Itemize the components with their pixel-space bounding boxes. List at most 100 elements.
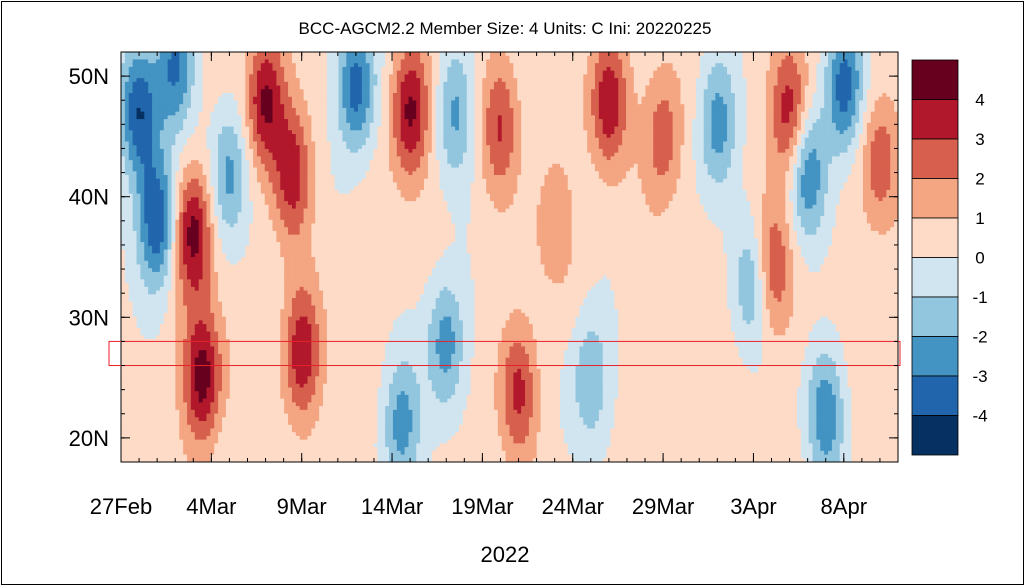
heat-cell — [124, 275, 130, 280]
heat-cell — [121, 96, 126, 102]
heat-cell — [268, 182, 274, 187]
heat-cell — [132, 413, 138, 418]
heat-cell — [288, 290, 293, 295]
heat-cell — [260, 398, 266, 403]
heat-cell — [214, 435, 219, 441]
heat-cell — [272, 126, 277, 131]
heat-cell — [202, 197, 208, 202]
heat-cell — [121, 189, 126, 195]
heat-cell — [288, 260, 293, 266]
heat-cell — [121, 409, 126, 415]
heat-cell — [225, 119, 231, 124]
heat-cell — [183, 260, 188, 266]
heat-cell — [144, 346, 149, 351]
heat-cell — [233, 186, 239, 191]
heat-cell — [280, 89, 285, 94]
heat-cell — [124, 324, 130, 329]
heat-cell — [163, 406, 169, 411]
heat-cell — [202, 78, 208, 83]
heat-cell — [222, 443, 227, 448]
heat-cell — [222, 372, 227, 377]
heat-cell — [148, 242, 153, 247]
heat-cell — [148, 458, 153, 462]
heat-cell — [264, 111, 270, 116]
heat-cell — [295, 78, 301, 83]
heat-cell — [155, 245, 161, 251]
heat-cell — [121, 201, 126, 206]
heat-cell — [225, 85, 231, 90]
heat-cell — [280, 409, 285, 415]
heat-cell — [280, 283, 285, 288]
heat-cell — [179, 432, 184, 437]
heat-cell — [245, 443, 250, 448]
heat-cell — [210, 432, 215, 437]
heat-cell — [175, 238, 180, 243]
heat-cell — [144, 111, 149, 116]
heat-cell — [190, 74, 196, 79]
heat-cell — [249, 130, 254, 135]
heat-cell — [241, 230, 246, 236]
heat-cell — [264, 96, 270, 102]
heat-cell — [171, 126, 176, 131]
heat-cell — [121, 171, 126, 176]
heat-cell — [249, 283, 254, 288]
heat-cell — [121, 70, 126, 75]
heat-cell — [148, 171, 153, 176]
heat-cell — [121, 186, 126, 191]
heat-cell — [241, 130, 246, 135]
heat-cell — [140, 387, 145, 392]
heat-cell — [245, 171, 250, 176]
heat-cell — [183, 193, 188, 198]
heat-cell — [187, 365, 192, 370]
heat-cell — [159, 59, 165, 64]
heat-cell — [175, 186, 180, 191]
heat-cell — [155, 63, 161, 68]
heat-cell — [121, 212, 126, 217]
heat-cell — [222, 376, 227, 381]
heat-cell — [288, 312, 293, 318]
heat-cell — [272, 290, 277, 295]
heat-cell — [210, 342, 215, 348]
heat-cell — [187, 175, 192, 180]
heat-cell — [218, 454, 223, 459]
heat-cell — [121, 126, 126, 131]
heat-cell — [148, 383, 153, 389]
heat-cell — [198, 301, 204, 307]
heat-cell — [144, 171, 149, 176]
heat-cell — [144, 353, 149, 359]
heat-cell — [284, 286, 289, 292]
heat-cell — [148, 428, 153, 433]
heat-cell — [276, 271, 281, 277]
heat-cell — [187, 424, 192, 430]
heat-cell — [121, 447, 126, 452]
heat-cell — [121, 286, 126, 292]
heat-cell — [218, 186, 223, 191]
heat-cell — [121, 182, 126, 187]
heat-cell — [202, 96, 208, 102]
heat-cell — [272, 391, 277, 396]
heat-cell — [187, 435, 192, 441]
heat-cell — [144, 245, 149, 251]
heat-cell — [183, 115, 188, 120]
heat-cell — [206, 327, 211, 333]
heat-cell — [159, 100, 165, 105]
heat-cell — [128, 421, 134, 426]
heat-cell — [175, 182, 180, 187]
heat-cell — [132, 96, 138, 102]
heat-cell — [268, 294, 274, 299]
heat-cell — [179, 126, 184, 131]
heat-cell — [140, 208, 145, 213]
heat-cell — [128, 268, 134, 273]
heat-cell — [253, 111, 258, 116]
heat-cell — [163, 383, 169, 389]
heat-cell — [233, 93, 239, 98]
heat-cell — [214, 286, 219, 292]
heat-cell — [218, 283, 223, 288]
heat-cell — [214, 219, 219, 225]
heat-cell — [229, 294, 235, 299]
heat-cell — [253, 186, 258, 191]
heat-cell — [148, 324, 153, 329]
heat-cell — [206, 167, 211, 172]
heat-cell — [256, 376, 262, 381]
heat-cell — [260, 122, 266, 128]
